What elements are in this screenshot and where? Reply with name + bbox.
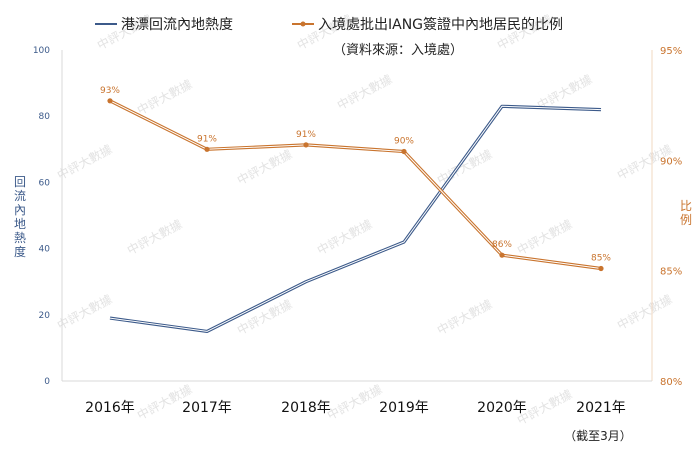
x-footnote: （截至3月） (564, 429, 632, 443)
left-tick-label: 40 (39, 245, 51, 255)
x-tick-label: 2017年 (182, 400, 232, 416)
ratio-data-label: 91% (296, 130, 316, 140)
right-tick-label: 80% (660, 377, 682, 388)
series-line-heat (109, 104, 602, 333)
legend-label-heat: 港漂回流內地熱度 (121, 17, 233, 33)
ratio-point (107, 98, 113, 104)
x-tick-label: 2018年 (281, 400, 331, 416)
watermark-text: 中評大數據 (314, 216, 374, 257)
left-axis-ticks: 0 20 40 60 80 100 (33, 46, 50, 387)
watermark-text: 中評大數據 (434, 146, 494, 187)
watermark-text: 中評大數據 (54, 141, 114, 182)
watermark-text: 中評大數據 (54, 291, 114, 332)
ratio-point (499, 252, 505, 258)
left-tick-label: 20 (39, 311, 51, 321)
legend-label-ratio: 入境處批出IANG簽證中內地居民的比例 (318, 16, 563, 33)
legend: 港漂回流內地熱度 入境處批出IANG簽證中內地居民的比例 (95, 16, 563, 33)
x-tick-label: 2019年 (379, 400, 429, 416)
right-axis-ticks: 80% 85% 90% 95% (660, 46, 682, 388)
right-tick-label: 90% (660, 156, 682, 167)
ratio-data-label: 85% (591, 254, 611, 264)
watermark-text: 中評大數據 (334, 71, 394, 112)
x-tick-label: 2021年 (576, 400, 626, 416)
left-axis-title: 回流內地熱度 (14, 175, 26, 259)
ratio-data-label: 93% (100, 86, 120, 96)
data-labels: 93% 91% 91% 90% 86% 85% (100, 86, 611, 264)
x-tick-label: 2020年 (477, 400, 527, 416)
watermark-text: 中評大數據 (134, 76, 194, 117)
legend-marker-ratio (300, 21, 306, 27)
series-line-heat-inner (109, 105, 602, 332)
watermark-text: 中評大數據 (324, 381, 384, 422)
ratio-data-label: 91% (197, 134, 217, 144)
ratio-data-label: 90% (394, 137, 414, 147)
watermark-text: 中評大數據 (514, 216, 574, 257)
source-note: （資料來源：入境處） (333, 43, 463, 58)
x-axis-ticks: 2016年 2017年 2018年 2019年 2020年 2021年 (85, 400, 626, 416)
watermark-text: 中評大數據 (124, 216, 184, 257)
series-line-ratio-inner (109, 100, 602, 269)
left-tick-label: 0 (44, 377, 50, 387)
ratio-point (303, 142, 309, 148)
ratio-data-label: 86% (492, 240, 512, 250)
watermark-text: 中評大數據 (614, 291, 674, 332)
x-tick-label: 2016年 (85, 400, 135, 416)
left-tick-label: 60 (39, 178, 51, 188)
left-tick-label: 80 (39, 112, 51, 122)
ratio-point (598, 265, 604, 272)
right-axis-title: 比例 (680, 199, 692, 227)
ratio-point (401, 148, 407, 155)
right-tick-label: 85% (660, 267, 682, 278)
ratio-point (204, 146, 210, 152)
watermark-text: 中評大數據 (434, 296, 494, 337)
watermark-text: 中評大數據 (234, 146, 294, 187)
right-tick-label: 95% (660, 46, 682, 57)
left-tick-label: 100 (33, 46, 50, 56)
series-layer (107, 98, 604, 333)
